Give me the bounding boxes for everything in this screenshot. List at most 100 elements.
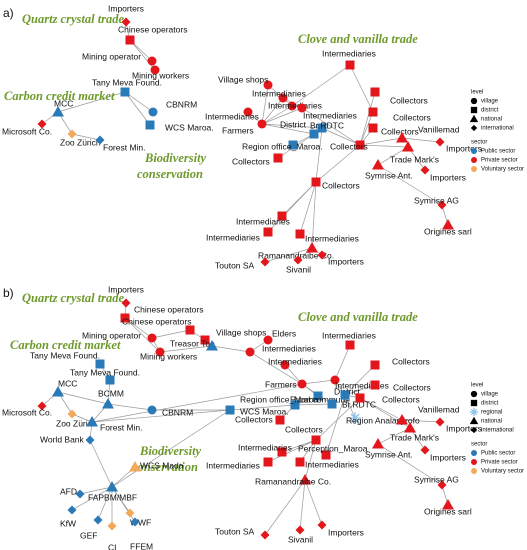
- node-international: [107, 521, 117, 531]
- node-label: Origines sarl: [424, 226, 472, 236]
- node-national: [442, 219, 454, 230]
- node-national: [396, 414, 408, 425]
- node-label: Chinese operators: [118, 24, 187, 34]
- node-international: [93, 515, 103, 525]
- node-label: Collectors: [235, 414, 273, 424]
- edge: [299, 181, 317, 235]
- node-international: [67, 129, 77, 139]
- legend-label: Public sector: [481, 149, 515, 155]
- node-district: [313, 391, 323, 401]
- node-label: Farmers: [265, 379, 297, 389]
- edge: [261, 97, 284, 125]
- legend-swatch: [471, 157, 477, 163]
- legend-label: Voluntary sector: [481, 469, 524, 475]
- edge: [291, 64, 351, 107]
- edge: [264, 247, 313, 263]
- node-international: [470, 124, 478, 132]
- node-international: [75, 489, 85, 499]
- node-label: Collectors: [382, 394, 420, 404]
- node-label: Ramanandraibe Co.: [255, 476, 331, 486]
- node-international: [130, 517, 140, 527]
- node-label: Touton SA: [215, 260, 255, 270]
- node-label: CI: [108, 542, 117, 550]
- cluster-label: Clove and vanilla trade: [298, 32, 418, 46]
- node-district: [105, 375, 115, 385]
- node-label: Intermediaries: [305, 459, 359, 469]
- node-label: Importers: [108, 3, 144, 13]
- node-label: Forest Min.: [100, 422, 143, 432]
- cluster-label: Carbon credit market: [4, 89, 115, 103]
- node-label: Zoo Zürich: [56, 418, 97, 428]
- edge: [301, 107, 361, 146]
- edge: [211, 345, 251, 353]
- node-district: [321, 450, 331, 460]
- node-village: [148, 107, 158, 117]
- node-label: Importers: [108, 284, 144, 294]
- node-village: [245, 347, 255, 357]
- node-district: [120, 313, 130, 323]
- node-regional: [469, 407, 479, 417]
- node-label: Region Analanjirofo: [346, 415, 420, 425]
- node-label: Trade Mark's: [390, 432, 439, 442]
- node-international: [437, 200, 447, 210]
- node-label: Ramanandraibe Co.: [258, 250, 334, 260]
- node-international: [470, 426, 478, 434]
- legend-label: international: [481, 428, 514, 434]
- node-national: [469, 114, 479, 123]
- node-label: Perception_Maroa: [298, 443, 368, 453]
- node-national: [86, 416, 98, 427]
- node-national: [372, 438, 384, 449]
- cluster-label: conservation: [132, 460, 198, 474]
- node-label: Tany Meva Found.: [92, 77, 162, 87]
- edge: [315, 144, 361, 183]
- edge: [359, 144, 409, 148]
- cluster-label: Biodiversity: [139, 444, 202, 458]
- legend-swatch: [471, 450, 477, 456]
- edge: [89, 439, 113, 488]
- node-label: Collectors: [381, 126, 419, 136]
- node-label: Intermediaries: [268, 100, 322, 110]
- node-international: [95, 135, 105, 145]
- node-district: [311, 177, 321, 187]
- edge: [334, 344, 351, 381]
- node-district: [370, 380, 380, 390]
- node-district: [470, 399, 478, 407]
- panel-label: a): [3, 6, 14, 20]
- edge: [124, 91, 151, 126]
- node-label: Village shops: [218, 74, 268, 84]
- legend-label: district: [481, 401, 499, 407]
- node-label: WCS Maroa.: [240, 406, 289, 416]
- cluster-label: Quartz crystal trade: [22, 12, 125, 26]
- edge: [377, 164, 443, 206]
- node-international: [260, 530, 270, 540]
- node-district: [95, 359, 105, 369]
- node-label: Collectors: [390, 95, 428, 105]
- node-label: WWF: [130, 517, 151, 527]
- cluster-label: Clove and vanilla trade: [298, 310, 418, 324]
- node-international: [37, 119, 47, 129]
- edge: [299, 479, 306, 531]
- node-label: Treasor Toa: [170, 338, 215, 348]
- node-label: Collectors: [322, 180, 360, 190]
- node-label: Intermediaries: [206, 232, 260, 242]
- edge: [229, 404, 296, 411]
- edge: [304, 479, 323, 526]
- legend-label: national: [481, 117, 502, 123]
- node-district: [295, 457, 305, 467]
- node-label: Zoo Zürich: [60, 137, 101, 147]
- node-label: Collectors: [285, 424, 323, 434]
- edge: [261, 105, 293, 125]
- node-label: Collectors: [393, 112, 431, 122]
- node-national: [402, 141, 414, 152]
- node-label: FFEM: [130, 541, 153, 550]
- edge: [311, 181, 317, 249]
- node-village: [155, 347, 165, 357]
- star-stroke: [470, 408, 478, 416]
- node-label: Tany Meva Found.: [70, 367, 140, 377]
- legend-swatch: [471, 148, 477, 154]
- node-district: [340, 390, 350, 400]
- legend-swatch: [471, 468, 477, 474]
- node-label: Importers: [430, 172, 466, 182]
- node-international: [317, 520, 327, 530]
- node-district: [263, 457, 273, 467]
